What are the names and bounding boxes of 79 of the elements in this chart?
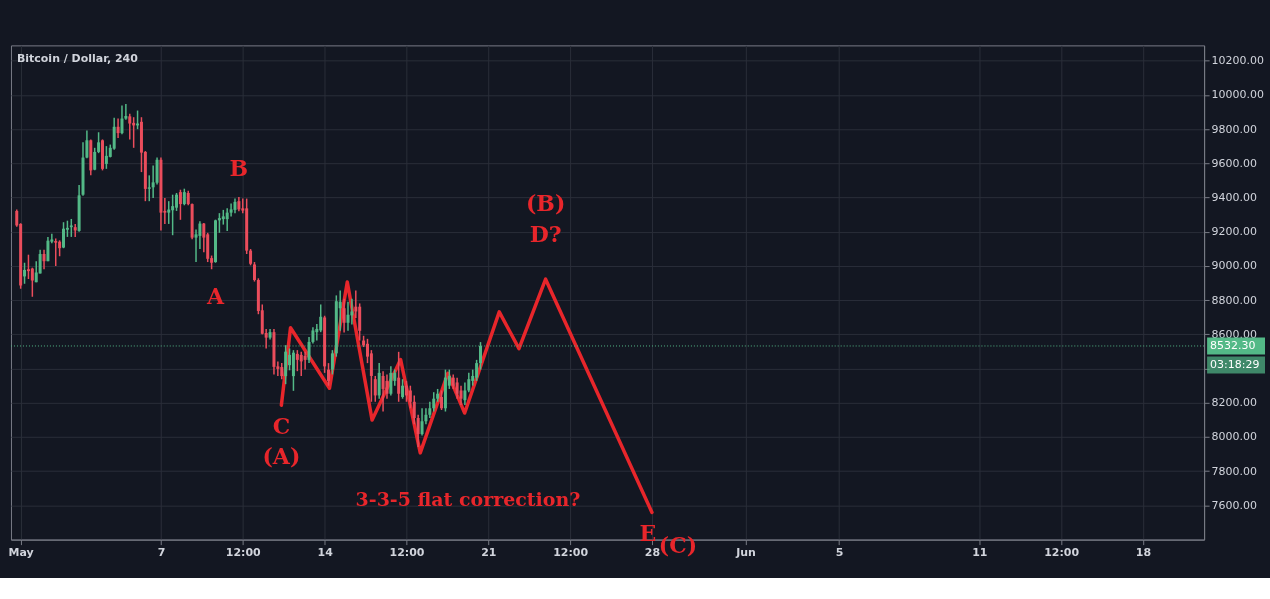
candlestick (342, 297, 346, 334)
candlestick (171, 193, 175, 236)
candlestick (116, 117, 120, 139)
candlestick (389, 365, 393, 397)
candlestick (225, 207, 229, 232)
annotation: A (205, 283, 225, 310)
annotation: B (229, 154, 249, 181)
candlestick (30, 266, 34, 298)
candlestick (252, 261, 256, 283)
candlestick (373, 375, 377, 403)
candlestick (295, 349, 299, 372)
candlestick (288, 347, 292, 372)
candlestick (303, 350, 307, 371)
annotation: (B) (525, 190, 566, 217)
y-tick-label: 7800.00 (1211, 464, 1257, 478)
x-tick-label: 12:00 (389, 546, 425, 560)
candlestick (377, 362, 381, 400)
x-tick-label: 11 (972, 546, 988, 560)
candlestick (408, 384, 412, 410)
y-tick-label: 8000.00 (1211, 430, 1257, 444)
annotation: (A) (262, 443, 301, 470)
x-tick-label: 12:00 (225, 546, 262, 560)
annotation: 3-3-5 flat correction? (355, 488, 581, 511)
candlestick (73, 223, 77, 238)
candlestick (54, 237, 58, 267)
y-tick-label: 9400.00 (1211, 191, 1257, 205)
ref-line-label: 8532.30 (1210, 338, 1256, 352)
candlestick (100, 138, 104, 172)
candlestick (167, 200, 171, 225)
candlestick (299, 350, 303, 377)
candlestick (46, 236, 50, 262)
y-tick-label: 7600.00 (1211, 498, 1257, 512)
candlestick (104, 145, 108, 170)
candlestick (229, 202, 233, 218)
y-tick-label: 9800.00 (1211, 122, 1257, 136)
candlestick (401, 378, 405, 400)
y-tick-label: 9000.00 (1211, 259, 1257, 273)
x-tick-label: 5 (835, 546, 844, 560)
annotation: E (639, 520, 657, 547)
y-tick-label: 10000.00 (1211, 88, 1264, 102)
y-tick-label: 8600.00 (1211, 327, 1257, 341)
y-tick-label: 9600.00 (1211, 156, 1257, 170)
candlestick (327, 362, 331, 387)
x-tick-label: 18 (1135, 546, 1152, 560)
candlestick (97, 131, 101, 154)
candlestick (463, 381, 467, 406)
x-tick-label: 28 (644, 546, 661, 560)
x-tick-label: May (8, 546, 34, 560)
candlestick (420, 407, 424, 437)
candlestick (42, 248, 46, 270)
text: Bitcoin / Dollar, 240 (16, 52, 139, 66)
candlestick (128, 113, 132, 141)
y-tick-label: 9200.00 (1211, 225, 1257, 239)
candlestick (381, 370, 385, 413)
y-tick-label: 8800.00 (1211, 293, 1257, 307)
y-tick-label: 8200.00 (1211, 396, 1257, 410)
candlestick (475, 359, 479, 382)
candlestick (26, 253, 30, 280)
candlestick (397, 351, 401, 403)
candlestick (291, 349, 295, 392)
candlestick (120, 104, 124, 136)
y-tick-label: 10200.00 (1211, 54, 1264, 68)
text: 03:18:29 (1210, 357, 1260, 371)
candlestick (330, 349, 334, 376)
candlestick (404, 380, 408, 403)
candlestick (23, 261, 27, 285)
x-tick-label: 12:00 (553, 546, 589, 560)
x-tick-label: 21 (481, 546, 497, 560)
candlestick (155, 156, 159, 186)
x-tick-label: 14 (317, 546, 334, 560)
x-tick-label: 7 (157, 546, 166, 560)
annotation: C (272, 413, 291, 440)
candlestick (62, 221, 66, 249)
x-tick-label: 12:00 (1044, 546, 1080, 560)
annotation: D? (529, 221, 562, 248)
candlestick (440, 389, 444, 411)
candlestick (459, 384, 463, 406)
x-tick-label: Jun (735, 546, 756, 560)
candlestick (178, 188, 182, 221)
